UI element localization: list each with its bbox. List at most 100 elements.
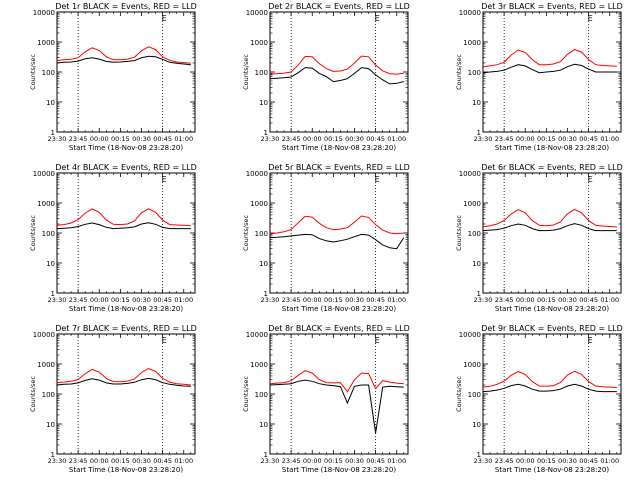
y-tick-label: 1000 [250, 200, 268, 208]
x-tick-label: 23:45 [282, 296, 301, 304]
y-tick-label: 100 [42, 230, 55, 238]
y-tick-label: 1 [264, 290, 268, 298]
y-axis-label: Counts/sec [455, 376, 463, 412]
x-tick-label: 23:45 [69, 457, 88, 465]
y-tick-label: 10000 [459, 9, 481, 17]
marker-label: E [375, 14, 380, 23]
x-tick-label: 00:00 [303, 296, 322, 304]
y-axis-label: Counts/sec [455, 54, 463, 90]
x-tick-label: 00:30 [132, 135, 151, 143]
x-tick-label: 00:30 [345, 135, 364, 143]
chart-title: Det 4r BLACK = Events, RED = LLD [55, 163, 197, 172]
x-tick-label: 23:45 [495, 296, 514, 304]
detector-chart-panel: E 1 10 100 1000 10000 23:30 23:45 00:00 00:15 00:3… [455, 2, 623, 152]
x-tick-label: 01:00 [174, 135, 193, 143]
x-tick-label: 00:30 [558, 457, 577, 465]
y-tick-label: 1000 [463, 361, 481, 369]
plot-frame [56, 333, 196, 455]
x-tick-label: 00:15 [111, 135, 130, 143]
y-tick-label: 1 [264, 129, 268, 137]
y-tick-label: 1 [51, 451, 55, 459]
y-tick-label: 10000 [246, 9, 268, 17]
y-tick-label: 100 [255, 391, 268, 399]
x-tick-label: 00:45 [579, 296, 598, 304]
x-tick-label: 00:15 [324, 457, 343, 465]
x-tick-label: 00:15 [537, 296, 556, 304]
lld-series-line [269, 55, 404, 75]
x-tick-label: 00:45 [579, 457, 598, 465]
y-tick-label: 1000 [250, 39, 268, 47]
x-tick-label: 00:45 [153, 457, 172, 465]
y-tick-label: 10 [46, 99, 55, 107]
x-tick-label: 01:00 [387, 296, 406, 304]
y-axis-label: Counts/sec [29, 54, 37, 90]
x-tick-label: 00:00 [516, 457, 535, 465]
x-tick-label: 23:30 [474, 296, 493, 304]
marker-label: E [588, 336, 593, 345]
x-tick-label: 00:45 [366, 296, 385, 304]
x-tick-label: 23:45 [282, 135, 301, 143]
x-tick-label: 00:15 [537, 135, 556, 143]
detector-chart-panel: E 1 10 100 1000 10000 23:30 23:45 00:00 00:15 00:3… [29, 163, 197, 313]
x-tick-label: 00:45 [366, 457, 385, 465]
x-axis-label: Start Time (18-Nov-08 23:28:20) [495, 305, 609, 313]
x-tick-label: 01:00 [600, 457, 619, 465]
y-tick-label: 1000 [37, 39, 55, 47]
chart-title: Det 3r BLACK = Events, RED = LLD [481, 2, 623, 11]
chart-title: Det 5r BLACK = Events, RED = LLD [268, 163, 410, 172]
detector-chart-panel: E 1 10 100 1000 10000 23:30 23:45 00:00 00:15 00:3… [242, 2, 410, 152]
chart-title: Det 6r BLACK = Events, RED = LLD [481, 163, 623, 172]
marker-label: E [375, 336, 380, 345]
y-tick-label: 1 [51, 290, 55, 298]
x-tick-label: 23:45 [69, 135, 88, 143]
events-series-line [482, 63, 617, 74]
y-tick-label: 100 [42, 69, 55, 77]
y-tick-label: 1 [51, 129, 55, 137]
x-tick-label: 00:30 [345, 457, 364, 465]
lld-series-line [56, 46, 191, 64]
y-tick-label: 100 [468, 69, 481, 77]
y-tick-label: 10 [472, 99, 481, 107]
lld-series-line [269, 370, 404, 393]
x-tick-label: 23:45 [495, 135, 514, 143]
y-tick-label: 10 [472, 421, 481, 429]
y-tick-label: 10000 [33, 170, 55, 178]
x-axis-label: Start Time (18-Nov-08 23:28:20) [282, 466, 396, 474]
x-tick-label: 00:00 [516, 296, 535, 304]
y-tick-label: 10000 [33, 331, 55, 339]
y-tick-label: 100 [42, 391, 55, 399]
x-tick-label: 00:15 [111, 296, 130, 304]
chart-title: Det 8r BLACK = Events, RED = LLD [268, 324, 410, 333]
x-tick-label: 00:45 [153, 135, 172, 143]
x-tick-label: 00:15 [324, 135, 343, 143]
x-tick-label: 00:45 [366, 135, 385, 143]
x-tick-label: 01:00 [600, 135, 619, 143]
lld-series-line [269, 215, 404, 235]
marker-label: E [375, 175, 380, 184]
y-tick-label: 10000 [246, 331, 268, 339]
lld-series-line [56, 208, 191, 227]
x-tick-label: 00:00 [90, 135, 109, 143]
x-tick-label: 00:45 [579, 135, 598, 143]
y-axis-label: Counts/sec [29, 215, 37, 251]
y-tick-label: 10 [259, 260, 268, 268]
y-tick-label: 10 [46, 260, 55, 268]
y-tick-label: 10 [472, 260, 481, 268]
lld-series-line [482, 49, 617, 68]
y-tick-label: 10 [46, 421, 55, 429]
x-tick-label: 01:00 [174, 457, 193, 465]
x-tick-label: 23:30 [48, 457, 67, 465]
y-tick-label: 1 [477, 129, 481, 137]
events-series-line [482, 223, 617, 232]
detector-chart-panel: E 1 10 100 1000 10000 23:30 23:45 00:00 00:15 00:3… [29, 324, 197, 474]
marker-label: E [162, 336, 167, 345]
plot-frame [482, 172, 622, 294]
y-tick-label: 1 [264, 451, 268, 459]
x-tick-label: 00:45 [153, 296, 172, 304]
y-tick-label: 10000 [459, 170, 481, 178]
x-axis-label: Start Time (18-Nov-08 23:28:20) [69, 305, 183, 313]
events-series-line [56, 222, 191, 230]
y-tick-label: 1000 [37, 361, 55, 369]
x-tick-label: 23:30 [474, 457, 493, 465]
